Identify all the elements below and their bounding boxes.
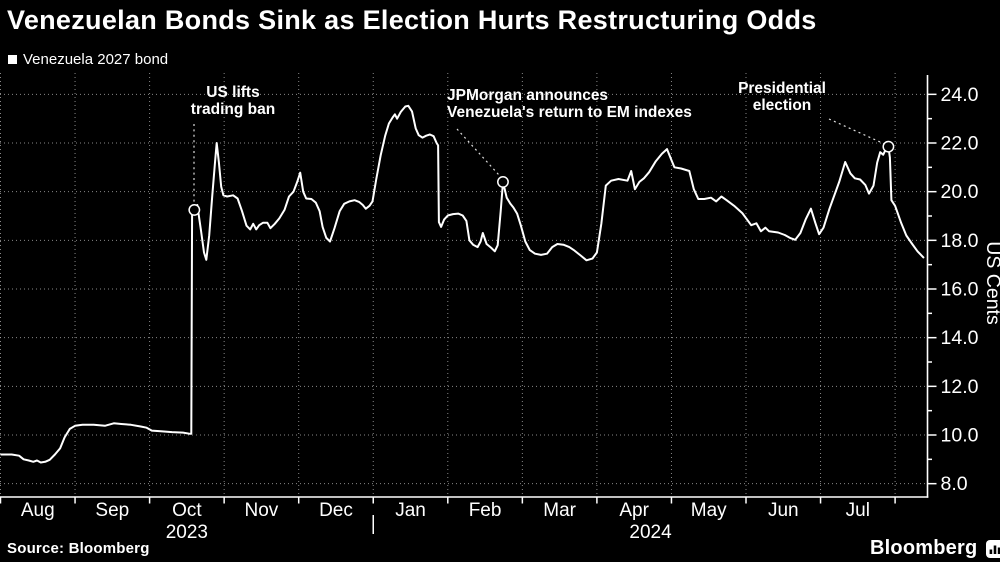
annotation-line: JPMorgan announces [447, 87, 609, 104]
svg-text:2024: 2024 [629, 522, 672, 543]
svg-text:Apr: Apr [619, 500, 649, 521]
legend-swatch-icon [8, 55, 17, 64]
svg-text:2023: 2023 [166, 522, 208, 543]
svg-text:16.0: 16.0 [941, 278, 979, 300]
annotation-line: election [752, 96, 812, 114]
annotation-presidential-election: Presidential election [717, 80, 847, 114]
svg-text:24.0: 24.0 [941, 84, 979, 106]
annotation-line: trading ban [190, 100, 276, 118]
svg-text:8.0: 8.0 [941, 473, 968, 495]
annotation-line: Venezuela's return to EM indexes [447, 103, 692, 121]
svg-text:Jun: Jun [768, 500, 799, 521]
svg-text:22.0: 22.0 [941, 133, 979, 155]
bloomberg-terminal-icon [986, 539, 1000, 558]
svg-text:Jul: Jul [846, 500, 870, 521]
svg-text:14.0: 14.0 [941, 327, 979, 349]
svg-text:US Cents: US Cents [982, 241, 1000, 325]
bloomberg-logo: Bloomberg [870, 537, 1000, 560]
bloomberg-logo-text: Bloomberg [870, 537, 978, 559]
svg-text:Feb: Feb [469, 500, 502, 521]
svg-text:Sep: Sep [95, 500, 129, 521]
svg-text:Nov: Nov [245, 500, 279, 521]
annotation-us-lifts-trading-ban: US lifts trading ban [163, 84, 303, 118]
svg-text:10.0: 10.0 [941, 424, 979, 446]
legend-label: Venezuela 2027 bond [23, 51, 169, 68]
svg-text:May: May [691, 500, 727, 521]
page-title: Venezuelan Bonds Sink as Election Hurts … [7, 5, 817, 35]
svg-text:Mar: Mar [543, 500, 576, 521]
svg-text:Aug: Aug [21, 500, 55, 521]
svg-text:20.0: 20.0 [941, 181, 979, 203]
svg-text:Jan: Jan [395, 500, 426, 521]
annotation-line: Presidential [738, 80, 826, 97]
svg-text:Oct: Oct [172, 500, 202, 521]
source-label: Source: Bloomberg [7, 540, 150, 557]
annotation-line: US lifts [206, 84, 260, 101]
svg-text:12.0: 12.0 [941, 376, 979, 398]
svg-text:Dec: Dec [319, 500, 353, 521]
legend: Venezuela 2027 bond [8, 51, 168, 68]
svg-text:18.0: 18.0 [941, 230, 979, 252]
annotation-jpmorgan-em-indexes: JPMorgan announces Venezuela's return to… [447, 87, 692, 121]
